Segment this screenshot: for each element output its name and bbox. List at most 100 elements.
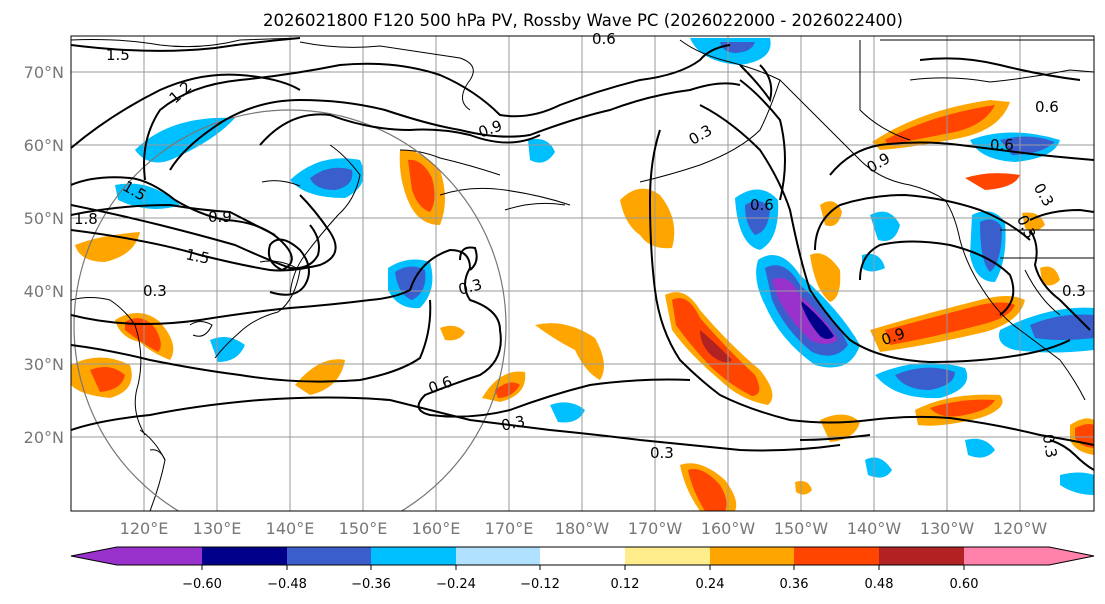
colorbar-swatch <box>710 547 796 565</box>
positive-anomaly-region <box>495 382 520 398</box>
pv-contour <box>829 141 1094 176</box>
map-frame <box>70 35 1095 512</box>
colorbar-swatch <box>964 547 1050 565</box>
lat-label: 40°N <box>24 282 64 301</box>
colorbar: −0.60 −0.48 −0.36 −0.24 −0.12 0.12 0.24 … <box>70 546 1095 592</box>
positive-anomaly-region <box>295 359 345 395</box>
pv-contours <box>71 37 1094 471</box>
lat-label: 70°N <box>24 63 64 82</box>
positive-anomaly-region <box>440 325 465 341</box>
pv-contour <box>814 193 1031 251</box>
contour-label: 0.3 <box>456 275 484 299</box>
negative-anomaly-region <box>1030 314 1094 340</box>
colorbar-ticks <box>201 565 965 570</box>
contour-label: 1.8 <box>74 210 98 228</box>
lon-label: 150°E <box>339 519 388 538</box>
positive-anomaly-region <box>1040 266 1060 286</box>
contour-label: 1.5 <box>184 245 211 268</box>
lon-label: 130°W <box>920 519 975 538</box>
pv-contour <box>919 57 1081 81</box>
colorbar-tick-label: −0.24 <box>436 577 476 592</box>
positive-anomaly-region <box>700 330 732 363</box>
colorbar-tick-label: −0.36 <box>351 577 391 592</box>
pv-contour <box>459 246 478 271</box>
pv-contour <box>71 203 276 236</box>
colorbar-swatch <box>879 547 965 565</box>
lon-label: 120°E <box>120 519 169 538</box>
pv-contour <box>259 113 541 146</box>
pv-contour <box>859 240 1015 316</box>
colorbar-tick-label: −0.48 <box>267 577 307 592</box>
contour-label: 0.6 <box>592 30 616 48</box>
pv-contour <box>71 299 432 383</box>
negative-anomaly-region <box>965 438 995 458</box>
pv-contour <box>739 64 773 103</box>
colorbar-tick-label: −0.60 <box>182 577 222 592</box>
negative-anomaly-region <box>310 167 353 190</box>
colorbar-tick-label: 0.36 <box>780 577 809 592</box>
highlight-circle <box>73 109 507 511</box>
negative-anomaly-region <box>870 211 900 241</box>
pv-contour <box>71 194 337 272</box>
colorbar-tick-label: 0.12 <box>611 577 640 592</box>
pv-contour <box>71 248 691 418</box>
colorbar-tick-label: 0.48 <box>865 577 894 592</box>
colorbar-outline <box>70 546 1095 566</box>
colorbar-tick-label: 0.24 <box>696 577 725 592</box>
negative-anomaly-region <box>115 183 180 209</box>
contour-label: 0.3 <box>1039 433 1061 460</box>
pv-contour <box>71 396 841 452</box>
negative-anomaly-region <box>800 300 834 339</box>
negative-anomaly-region <box>550 402 585 423</box>
pv-contour <box>739 79 786 201</box>
positive-anomaly-region <box>885 105 995 145</box>
pv-shading <box>71 38 1094 511</box>
colorbar-swatch <box>456 547 542 565</box>
contour-label: 0.6 <box>990 136 1014 154</box>
colorbar-tick-label: −0.12 <box>520 577 560 592</box>
pv-contour <box>799 434 871 441</box>
colorbar-high-extension <box>1049 547 1094 565</box>
positive-anomaly-region <box>688 469 727 511</box>
positive-anomaly-region <box>408 159 435 212</box>
contour-label: 1.5 <box>106 46 130 64</box>
positive-anomaly-region <box>965 173 1020 190</box>
lon-label: 180°W <box>555 519 610 538</box>
colorbar-tick-label: 0.60 <box>950 577 979 592</box>
lon-label: 160°W <box>701 519 756 538</box>
positive-anomaly-region <box>90 366 125 392</box>
contour-label: 0.3 <box>500 412 527 435</box>
lon-label: 140°W <box>847 519 902 538</box>
pv-contour <box>1029 229 1091 331</box>
contour-label: 0.3 <box>650 444 674 462</box>
positive-anomaly-region <box>75 232 140 262</box>
negative-anomaly-region <box>895 367 955 390</box>
pv-contour <box>1049 439 1094 471</box>
negative-anomaly-region <box>1000 136 1055 155</box>
lon-label: 120°W <box>993 519 1048 538</box>
positive-anomaly-region <box>930 399 995 417</box>
pv-contour <box>1029 208 1094 221</box>
contour-label: 0.9 <box>208 208 232 226</box>
colorbar-swatch <box>540 547 626 565</box>
pv-contour <box>699 104 1071 364</box>
longitude-axis: 120°E 130°E 140°E 150°E 160°E 170°E 180°… <box>120 519 1048 538</box>
colorbar-swatch <box>287 547 373 565</box>
negative-anomaly-region <box>210 336 245 362</box>
pv-contour <box>648 129 1094 446</box>
lon-label: 170°W <box>628 519 683 538</box>
pv-contour <box>169 82 741 171</box>
contour-label: 0.3 <box>1062 282 1086 300</box>
pv-contour <box>71 37 301 52</box>
negative-anomaly-region <box>980 219 1002 272</box>
contour-label: 0.6 <box>750 196 774 214</box>
positive-anomaly-region <box>810 253 841 302</box>
map-panel: 1.5 1.2 0.9 1.5 1.8 0.9 1.5 0.3 0.3 0.6 … <box>70 30 1095 512</box>
pv-contour <box>143 44 731 181</box>
pv-contour <box>71 73 301 149</box>
positive-anomaly-region <box>795 481 812 495</box>
latitude-axis: 70°N 60°N 50°N 40°N 30°N 20°N <box>24 63 64 447</box>
colorbar-swatch <box>371 547 457 565</box>
lat-label: 60°N <box>24 136 64 155</box>
